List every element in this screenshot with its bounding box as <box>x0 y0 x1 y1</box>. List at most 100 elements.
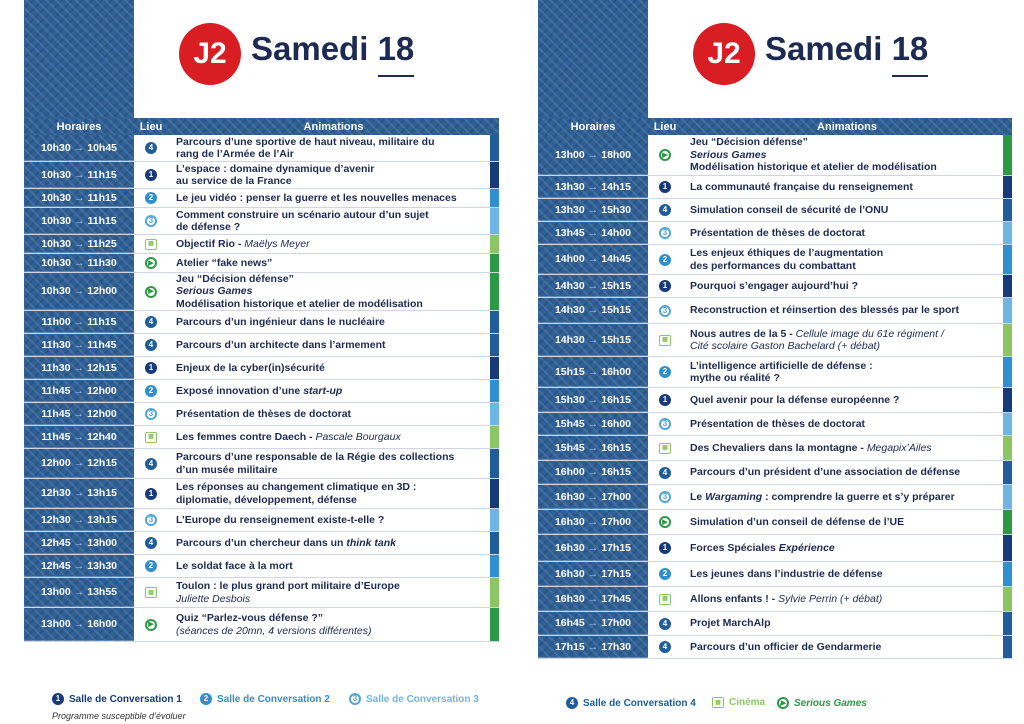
start-time: 14h30 <box>554 333 585 346</box>
start-time: 16h30 <box>554 490 585 503</box>
arrow-right-icon: → <box>587 365 599 378</box>
place-cell: 1 <box>648 535 682 561</box>
animation-cell: Le jeu vidéo : penser la guerre et les n… <box>168 189 499 207</box>
animation-line: Simulation conseil de sécurité de l’ONU <box>690 204 1000 217</box>
animation-cell: Reconstruction et réinsertion des blessé… <box>682 298 1012 323</box>
arrow-right-icon: → <box>73 586 85 598</box>
table-row: 11h00 → 11h15 4 Parcours d’un ingénieur dans… <box>24 311 499 334</box>
start-time: 13h30 <box>554 180 585 193</box>
legend-label: Salle de Conversation 3 <box>366 693 479 705</box>
place-cell: 4 <box>648 199 682 221</box>
film-icon: ▦ <box>145 431 157 443</box>
animation-cell: Parcours d’un chercheur dans un think ta… <box>168 532 499 554</box>
start-time: 14h30 <box>554 279 585 292</box>
category-stripe <box>1003 535 1012 561</box>
day-badge: J2 <box>179 23 241 85</box>
animation-text: Le jeu vidéo : penser la guerre et les n… <box>176 191 457 204</box>
room-2-icon: 2 <box>659 253 671 266</box>
animation-cell: Parcours d’un architecte dans l’armement <box>168 334 499 356</box>
header-place: Lieu <box>139 120 163 133</box>
animation-text: Parcours d’un architecte dans l’armement <box>176 338 386 351</box>
animation-line: Exposé innovation d’une start-up <box>176 385 487 398</box>
day-number: 18 <box>377 30 415 67</box>
animation-cell: Les réponses au changement climatique en… <box>168 479 499 508</box>
animation-line: de défense ? <box>176 221 487 234</box>
table-row: 10h30 → 11h15 1 L’espace : domaine dynamique… <box>24 162 499 189</box>
place-cell: 1 <box>648 388 682 412</box>
pattern-block <box>24 0 134 118</box>
end-time: 14h15 <box>601 180 632 193</box>
end-time: 13h00 <box>87 536 118 549</box>
place-cell: ▶ <box>134 608 168 641</box>
animation-cell: Exposé innovation d’une start-up <box>168 380 499 402</box>
animation-text: Cité scolaire Gaston Bachelard (+ débat) <box>690 340 880 352</box>
time-cell: 10h30 → 11h15 <box>24 189 134 207</box>
place-cell: 4 <box>648 636 682 658</box>
place-cell: 4 <box>648 612 682 635</box>
table-row: 17h15 → 17h30 4 Parcours d’un officier de Ge… <box>538 636 1012 659</box>
category-stripe <box>490 273 499 310</box>
room-4-icon: 4 <box>659 617 671 630</box>
time-cell: 16h30 → 17h00 <box>538 485 648 509</box>
start-time: 12h30 <box>40 487 71 499</box>
time-cell: 16h30 → 17h45 <box>538 587 648 611</box>
place-cell: 1 <box>648 275 682 297</box>
start-time: 16h45 <box>554 617 585 629</box>
arrow-right-icon: → <box>587 417 599 430</box>
animation-cell: Allons enfants ! - Sylvie Perrin (+ déba… <box>682 587 1012 611</box>
animation-text: Jeu “Décision défense” <box>176 272 294 285</box>
arrow-right-icon: → <box>587 466 599 478</box>
legend-label: Salle de Conversation 4 <box>583 697 696 709</box>
animation-text: Parcours d’une responsable de la Régie d… <box>176 451 455 463</box>
start-time: 16h30 <box>554 541 585 554</box>
place-cell: ▦ <box>648 436 682 460</box>
animation-cell: Objectif Rio - Maëlys Meyer <box>168 235 499 253</box>
animation-line: Toulon : le plus grand port militaire d’… <box>176 580 487 593</box>
animation-cell: Jeu “Décision défense” Serious Games Modél… <box>682 135 1012 175</box>
animation-text: Quiz “Parlez-vous défense ?” <box>176 612 324 624</box>
end-time: 17h45 <box>601 592 632 605</box>
animation-cell: Atelier “fake news” <box>168 254 499 272</box>
animation-text: Enjeux de la cyber(in)sécurité <box>176 361 325 374</box>
arrow-right-icon: → <box>587 441 599 454</box>
animation-line: Serious Games <box>176 285 487 298</box>
start-time: 13h00 <box>40 618 71 630</box>
table-row: 10h30 → 11h25 ▦ Objectif Rio - Maëlys Meyer <box>24 235 499 254</box>
arrow-right-icon: → <box>587 541 599 554</box>
animation-text: Quel avenir pour la défense européenne ? <box>690 393 900 406</box>
animation-cell: Simulation d’un conseil de défense de l’… <box>682 510 1012 534</box>
legend-s2: 2 Salle de Conversation 2 <box>200 693 330 705</box>
table-row: 12h30 → 13h15 1 Les réponses au changement c… <box>24 479 499 509</box>
category-stripe <box>1003 436 1012 460</box>
time-cell: 10h30 → 12h00 <box>24 273 134 310</box>
category-stripe <box>1003 176 1012 198</box>
end-time: 15h15 <box>601 304 632 316</box>
end-time: 17h15 <box>601 567 632 580</box>
category-stripe <box>1003 388 1012 412</box>
start-time: 13h45 <box>554 226 585 239</box>
animation-line: Atelier “fake news” <box>176 257 487 270</box>
legend-label: Serious Games <box>794 697 867 709</box>
room-2-icon: 2 <box>145 385 157 397</box>
animation-line: Le Wargaming : comprendre la guerre et s… <box>690 491 1000 504</box>
animation-text: d’un musée militaire <box>176 463 278 476</box>
end-time: 17h30 <box>601 640 632 653</box>
page-title: Samedi 18 <box>765 30 928 68</box>
animation-text: Nous autres de la 5 - <box>690 327 796 340</box>
end-time: 15h30 <box>601 203 632 216</box>
animation-line: Jeu “Décision défense” <box>690 136 1000 149</box>
category-stripe <box>1003 357 1012 387</box>
arrow-right-icon: → <box>587 203 599 216</box>
arrow-right-icon: → <box>587 148 599 161</box>
start-time: 10h30 <box>41 214 72 227</box>
end-time: 16h15 <box>601 393 632 406</box>
start-time: 11h30 <box>41 361 71 374</box>
place-cell: 4 <box>134 311 168 333</box>
table-row: 10h30 → 11h30 ▶ Atelier “fake news” <box>24 254 499 273</box>
start-time: 10h30 <box>41 237 72 250</box>
animation-line: Les femmes contre Daech - Pascale Bourga… <box>176 431 487 444</box>
animation-cell: Quiz “Parlez-vous défense ?” (séances de … <box>168 608 499 641</box>
animation-text: Sylvie Perrin (+ débat) <box>778 592 883 605</box>
start-time: 11h45 <box>41 384 71 397</box>
page-title: Samedi 18 <box>251 30 414 68</box>
